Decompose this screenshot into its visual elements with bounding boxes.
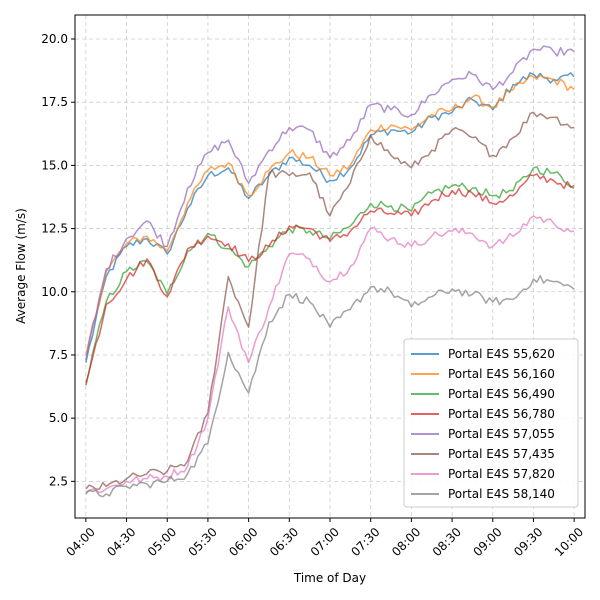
y-tick-label: 12.5 [41, 222, 68, 236]
legend-label: Portal E4S 55,620 [448, 347, 555, 361]
y-tick-label: 2.5 [49, 474, 68, 488]
y-axis-label: Average Flow (m/s) [14, 208, 28, 324]
y-tick-label: 15.0 [41, 158, 68, 172]
legend-label: Portal E4S 57,055 [448, 427, 555, 441]
series-line-3 [85, 166, 575, 384]
y-tick-label: 20.0 [41, 32, 68, 46]
legend-label: Portal E4S 57,820 [448, 467, 555, 481]
series-line-6 [85, 111, 575, 490]
series-line-1 [85, 72, 575, 363]
legend-box [403, 338, 579, 508]
y-tick-label: 10.0 [41, 285, 68, 299]
legend-label: Portal E4S 56,780 [448, 407, 555, 421]
y-tick-label: 7.5 [49, 348, 68, 362]
legend-label: Portal E4S 58,140 [448, 487, 555, 501]
y-tick-label: 17.5 [41, 95, 68, 109]
series-line-4 [85, 173, 575, 386]
legend-label: Portal E4S 56,160 [448, 367, 555, 381]
series-line-5 [85, 45, 575, 361]
series-line-2 [85, 74, 575, 356]
legend-label: Portal E4S 57,435 [448, 447, 555, 461]
series-line-7 [85, 215, 575, 494]
series-line-8 [85, 275, 575, 498]
series-lines [85, 45, 575, 498]
legend: Portal E4S 55,620 Portal E4S 56,160 Portal… [403, 338, 579, 508]
y-tick-label: 5.0 [49, 411, 68, 425]
legend-label: Portal E4S 56,490 [448, 387, 555, 401]
x-axis-label: Time of Day [293, 571, 366, 585]
